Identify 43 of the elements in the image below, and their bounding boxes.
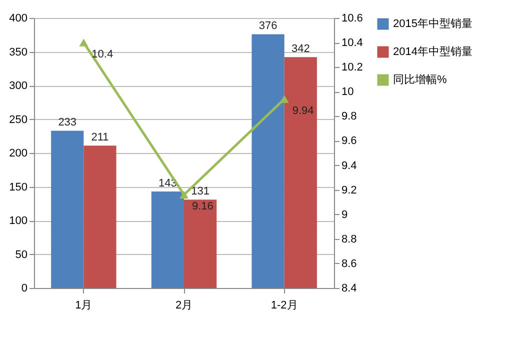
y-tick-label: 50 [15,248,28,261]
data-label: 131 [191,186,210,198]
bar [284,57,317,288]
bar [184,200,217,288]
y2-tick-label: 9.8 [342,110,357,123]
x-tick-label: 1月 [75,300,92,312]
x-tick-label: 2月 [175,300,193,312]
y2-tick-label: 10.2 [342,62,363,74]
y2-tick-label: 9 [342,208,348,221]
data-label: 376 [258,20,278,32]
y2-tick-label: 8.6 [342,258,357,270]
data-label: 10.4 [92,48,114,61]
legend-label: 同比增幅% [393,73,447,86]
y2-tick-label: 10.6 [342,12,363,24]
y-tick-label: 400 [9,12,28,24]
y-tick-label: 250 [9,114,28,126]
point [180,190,188,199]
y-tick-label: 100 [9,215,28,227]
data-label: 211 [91,132,109,144]
bar [151,191,184,288]
y2-tick-label: 9.2 [342,184,357,196]
y2-tick-label: 8.4 [342,282,357,294]
bar [252,34,284,288]
bar [51,130,84,288]
legend-label: 2015年中型销量 [393,17,472,30]
y-tick-label: 150 [9,181,28,194]
y-tick-label: 300 [9,80,28,92]
y-tick-label: 0 [21,282,28,294]
data-label: 342 [291,43,310,56]
y-tick-label: 200 [9,148,28,160]
x-tick-label: 1-2月 [270,300,298,312]
y2-tick-label: 10 [342,86,354,98]
y-tick-label: 350 [9,46,28,58]
bar [84,146,116,288]
data-label: 233 [58,116,77,129]
legend-label: 2014年中型销量 [393,45,472,58]
y2-tick-label: 9.6 [342,135,357,148]
y2-tick-label: 9.4 [342,160,357,172]
data-label: 9.16 [192,200,214,213]
point [79,38,88,46]
y2-tick-label: 10.4 [342,37,363,50]
y2-tick-label: 8.8 [342,233,357,246]
data-label: 9.94 [292,105,314,117]
